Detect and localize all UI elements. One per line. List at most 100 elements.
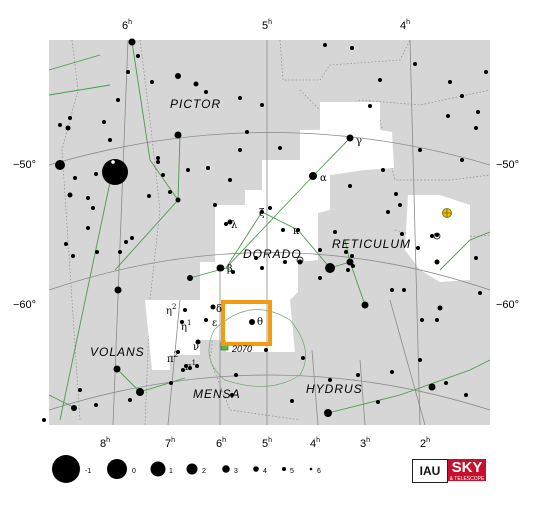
star-label-eta2: η2	[166, 303, 176, 317]
star	[328, 378, 332, 382]
ra-bottom-7: 7h	[165, 437, 175, 450]
star	[67, 192, 73, 198]
star	[278, 146, 282, 150]
ra-bottom-6: 6h	[216, 437, 226, 450]
star-label-pi1: π1	[185, 359, 196, 373]
star	[323, 43, 327, 47]
star	[390, 288, 394, 292]
star	[356, 373, 360, 377]
star	[150, 80, 154, 84]
star	[73, 176, 77, 180]
label-hydrus: HYDRUS	[306, 382, 363, 396]
mag-label-1: 1	[169, 468, 173, 475]
star	[169, 381, 173, 385]
star	[346, 268, 350, 272]
star	[434, 259, 440, 265]
star	[260, 266, 264, 270]
star	[484, 70, 488, 74]
mag-dot-1	[150, 461, 166, 477]
star	[386, 210, 390, 214]
star	[324, 409, 332, 417]
star	[283, 260, 287, 264]
mag-dot-5	[282, 467, 286, 471]
star	[416, 246, 420, 250]
reticulum-region	[405, 195, 470, 282]
mag-dot-2	[186, 463, 198, 475]
star	[350, 46, 354, 50]
lmc-outline	[208, 309, 306, 387]
star	[128, 38, 136, 46]
star	[183, 308, 187, 312]
star	[402, 288, 406, 292]
label-reticulum: RETICULUM	[332, 237, 411, 251]
star	[378, 78, 382, 82]
star	[245, 130, 249, 134]
star	[228, 178, 232, 182]
star	[350, 254, 354, 258]
star	[156, 160, 160, 164]
stars	[42, 38, 488, 422]
mag-label-6: 6	[317, 468, 321, 475]
star	[64, 242, 68, 246]
star	[114, 286, 122, 294]
star	[86, 226, 90, 230]
ra-top-4: 4h	[400, 19, 410, 32]
star	[476, 110, 480, 114]
star	[180, 320, 184, 324]
star	[204, 90, 208, 94]
highlight-box	[221, 300, 272, 346]
star	[181, 368, 185, 372]
star	[238, 148, 242, 152]
star	[227, 219, 233, 225]
star	[290, 399, 294, 403]
label-volans: VOLANS	[90, 345, 145, 359]
star	[187, 275, 193, 281]
star	[346, 134, 354, 142]
mag-dot-minus1	[52, 455, 80, 483]
ra-top-5: 5h	[262, 19, 272, 32]
star	[446, 114, 450, 118]
star	[68, 116, 72, 120]
ngc-label: 2070	[231, 344, 252, 354]
star	[260, 210, 264, 214]
star	[418, 148, 422, 152]
dec-right-50: −50°	[496, 159, 519, 171]
star	[234, 373, 238, 377]
star	[58, 123, 62, 127]
star	[351, 264, 355, 268]
star	[309, 172, 317, 180]
star	[361, 301, 369, 309]
variable-star-ring	[433, 232, 441, 240]
star	[210, 304, 216, 310]
galaxy-marker	[111, 160, 115, 164]
mag-label-3: 3	[234, 468, 238, 475]
star	[95, 250, 99, 254]
star	[230, 393, 234, 397]
star-label-alpha: α	[320, 173, 327, 184]
coordinate-grid	[48, 39, 491, 426]
magnitude-legend: -1 0 1 2 3 4 5 6	[52, 455, 321, 483]
star	[318, 248, 322, 252]
star	[394, 192, 398, 196]
mag-dot-6	[309, 467, 313, 471]
star-label-beta: β	[227, 264, 233, 275]
dorado-region	[145, 102, 394, 370]
star	[390, 370, 394, 374]
star	[136, 388, 144, 396]
star	[147, 194, 151, 198]
star	[325, 263, 335, 273]
star	[204, 318, 208, 322]
star-label-zeta: ζ	[259, 208, 265, 219]
star	[116, 98, 120, 102]
star-label-pi2: π2	[167, 351, 178, 365]
star	[91, 206, 95, 210]
mag-dot-0	[107, 459, 127, 479]
star	[124, 240, 128, 244]
dec-right-60: −60°	[496, 299, 519, 311]
star	[478, 291, 482, 295]
star	[296, 228, 300, 232]
variable-star-ring	[217, 264, 225, 272]
star	[195, 364, 199, 368]
dec-left-50: −50°	[13, 159, 36, 171]
